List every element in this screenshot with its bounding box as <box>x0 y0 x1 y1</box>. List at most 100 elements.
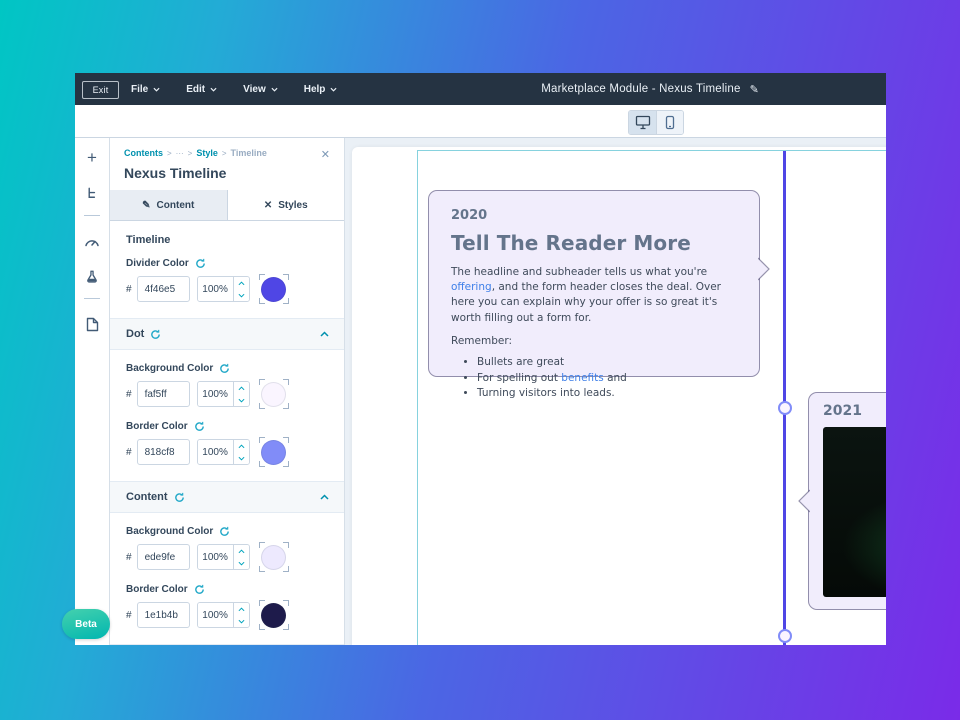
opacity-input-divider-color[interactable]: 100% <box>197 277 233 301</box>
opacity-input-dot-border[interactable]: 100% <box>197 440 233 464</box>
stepper-down[interactable] <box>234 615 249 627</box>
exit-button[interactable]: Exit <box>82 81 119 99</box>
card-bullet-list: Bullets are great For spelling out benef… <box>477 355 737 402</box>
site-tree-icon[interactable] <box>84 185 100 201</box>
section-title-timeline: Timeline <box>126 234 171 246</box>
tab-styles[interactable]: ✕ Styles <box>227 190 344 220</box>
stepper-down[interactable] <box>234 452 249 464</box>
add-module-plus-icon[interactable]: + <box>87 148 97 167</box>
field-row: # 1e1b4b 100% <box>126 600 328 630</box>
refresh-icon[interactable] <box>194 421 205 432</box>
breadcrumb-ellipsis[interactable]: ··· <box>175 148 184 158</box>
field-label-divider-color: Divider Color <box>126 258 328 269</box>
preview-canvas: 2020 Tell The Reader More The headline a… <box>345 138 886 645</box>
flask-icon[interactable] <box>84 268 100 284</box>
field-row: # faf5ff 100% <box>126 379 328 409</box>
opacity-input-content-bg[interactable]: 100% <box>197 545 233 569</box>
chevron-down-icon <box>153 87 160 92</box>
device-toggle <box>628 110 684 135</box>
section-header-dot[interactable]: Dot <box>110 319 344 350</box>
color-swatch-content-border[interactable] <box>261 602 287 628</box>
opacity-stepper <box>232 440 249 464</box>
section-divider <box>110 481 344 482</box>
card-year: 2021 <box>823 403 862 419</box>
module-title: Marketplace Module - Nexus Timeline <box>541 83 741 95</box>
panel-title: Nexus Timeline <box>124 165 227 181</box>
refresh-icon[interactable] <box>195 258 206 269</box>
opacity-input-dot-bg[interactable]: 100% <box>197 382 233 406</box>
tab-content-label: Content <box>156 199 195 211</box>
card-heading: Tell The Reader More <box>451 231 691 255</box>
hex-input-dot-border[interactable]: 818cf8 <box>136 439 190 465</box>
color-swatch-content-bg[interactable] <box>261 544 287 570</box>
breadcrumb-style-link[interactable]: Style <box>196 148 218 158</box>
hex-input-divider-color[interactable]: 4f46e5 <box>136 276 190 302</box>
close-icon[interactable]: ✕ <box>320 149 330 161</box>
refresh-icon[interactable] <box>219 363 230 374</box>
bullet-item: Turning visitors into leads. <box>477 386 737 402</box>
menu-help[interactable]: Help <box>304 84 338 95</box>
stepper-up[interactable] <box>234 277 249 289</box>
hex-input-content-bg[interactable]: ede9fe <box>136 544 190 570</box>
field-row: # ede9fe 100% <box>126 542 328 572</box>
rail-divider <box>84 298 100 299</box>
next-section-partial <box>110 644 344 645</box>
field-label-content-border: Border Color <box>126 584 328 595</box>
beta-badge: Beta <box>62 609 110 639</box>
refresh-icon[interactable] <box>194 584 205 595</box>
card-remember: Remember: <box>451 334 512 347</box>
refresh-icon[interactable] <box>150 329 161 340</box>
editor-topbar: Exit File Edit View Help Marketplace Mod… <box>75 73 886 105</box>
hex-input-dot-bg[interactable]: faf5ff <box>136 381 190 407</box>
color-swatch-dot-bg[interactable] <box>261 381 287 407</box>
tab-content[interactable]: ✎ Content <box>110 190 228 220</box>
chevron-up-icon[interactable] <box>320 494 329 500</box>
stepper-up[interactable] <box>234 382 249 394</box>
breadcrumb-current: Timeline <box>230 148 267 158</box>
menu-help-label: Help <box>303 83 326 95</box>
timeline-dot <box>778 629 792 643</box>
refresh-icon[interactable] <box>219 526 230 537</box>
section-header-content[interactable]: Content <box>110 482 344 513</box>
chevron-up-icon[interactable] <box>320 331 329 337</box>
selected-module-outline[interactable] <box>417 150 886 645</box>
stepper-up[interactable] <box>234 603 249 615</box>
field-label-dot-border: Border Color <box>126 421 328 432</box>
mobile-view-button[interactable] <box>656 111 683 134</box>
stepper-down[interactable] <box>234 289 249 301</box>
section-title-dot: Dot <box>126 328 161 340</box>
card-year: 2020 <box>451 208 488 223</box>
opacity-stepper <box>232 382 249 406</box>
breadcrumb-contents-link[interactable]: Contents <box>124 148 163 158</box>
left-icon-rail: + <box>75 138 110 645</box>
stepper-down[interactable] <box>234 557 249 569</box>
opacity-stepper <box>232 277 249 301</box>
section-title-content: Content <box>126 491 185 503</box>
color-swatch-dot-border[interactable] <box>261 439 287 465</box>
stepper-up[interactable] <box>234 440 249 452</box>
refresh-icon[interactable] <box>174 492 185 503</box>
desktop-view-button[interactable] <box>629 111 656 134</box>
chevron-down-icon <box>330 87 337 92</box>
timeline-dot <box>778 401 792 415</box>
menu-bar: File Edit View Help <box>131 73 337 105</box>
menu-view[interactable]: View <box>243 84 278 95</box>
gauge-icon[interactable] <box>84 233 100 249</box>
hex-input-content-border[interactable]: 1e1b4b <box>136 602 190 628</box>
timeline-card-2020: 2020 Tell The Reader More The headline a… <box>428 190 770 399</box>
benefits-link[interactable]: benefits <box>561 371 604 384</box>
menu-file[interactable]: File <box>131 84 160 95</box>
pencil-icon: ✎ <box>142 199 151 211</box>
stepper-down[interactable] <box>234 394 249 406</box>
offering-link[interactable]: offering <box>451 281 492 294</box>
stepper-up[interactable] <box>234 545 249 557</box>
card-paragraph: The headline and subheader tells us what… <box>451 266 722 324</box>
opacity-input-content-border[interactable]: 100% <box>197 603 233 627</box>
menu-edit[interactable]: Edit <box>186 84 217 95</box>
page-icon[interactable] <box>84 316 100 332</box>
desktop-icon <box>635 115 650 130</box>
breadcrumb: Contents > ··· > Style > Timeline <box>124 148 267 158</box>
color-swatch-divider[interactable] <box>261 276 287 302</box>
edit-title-pencil-icon[interactable]: ✎ <box>749 83 759 96</box>
swatch-frame <box>258 274 289 304</box>
